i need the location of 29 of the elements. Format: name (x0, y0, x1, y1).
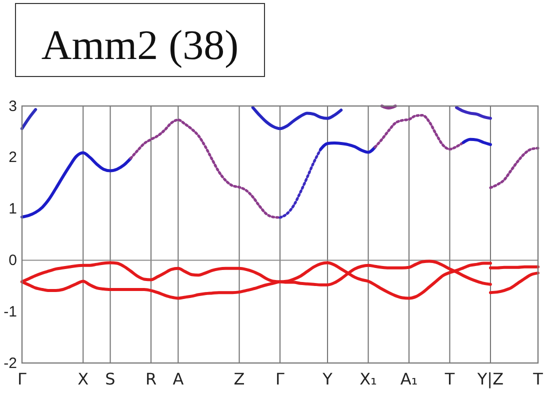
x-tick-label: A₁ (400, 369, 418, 388)
x-tick-label: Y|Z (476, 369, 504, 388)
line-series (374, 114, 465, 150)
y-tick-label: 1 (8, 200, 17, 218)
line-series (319, 142, 377, 154)
line-series (20, 151, 132, 219)
y-tick-label: 0 (8, 252, 17, 269)
x-tick-label: Γ (18, 369, 27, 388)
y-tick-label: 3 (8, 98, 17, 115)
y-tick-label: 2 (8, 149, 17, 166)
line-series (251, 106, 343, 130)
x-tick-label: T (444, 369, 455, 388)
x-tick-label: A (172, 369, 184, 388)
x-tick-label: R (145, 369, 157, 388)
chart-title: Amm2 (38) (41, 23, 239, 69)
line-series (455, 106, 492, 120)
line-series (278, 148, 322, 219)
x-tick-label: Γ (276, 369, 285, 388)
line-series (489, 146, 540, 190)
y-tick-label: -1 (4, 303, 17, 320)
y-tick-label: -2 (4, 354, 17, 372)
line-series (488, 272, 540, 294)
x-tick-label: S (105, 369, 116, 388)
x-tick-label: X₁ (360, 369, 377, 388)
x-tick-label: Y (322, 369, 333, 388)
x-tick-label: X (78, 369, 89, 388)
x-tick-label: T (532, 369, 544, 388)
line-series (129, 118, 282, 219)
x-tick-label: Z (234, 369, 245, 388)
